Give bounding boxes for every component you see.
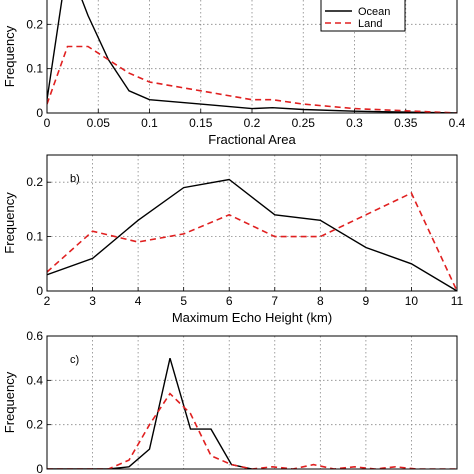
y-tick-label: 0 [36,106,43,120]
y-tick-label: 0.4 [26,373,43,387]
x-tick-label: 9 [363,294,370,308]
x-tick-label: 11 [451,294,464,308]
axes-frame [46,335,458,470]
x-tick-label: 4 [135,294,142,308]
y-tick-label: 0.6 [26,329,43,343]
x-tick-label: 0.2 [244,116,261,130]
x-tick-label: 3 [89,294,96,308]
panel-a-fractional-area: 0 0.05 0.1 0.15 0.2 0.25 0.3 0.35 0.4 0 0.1 0.2 Freq… [2,0,466,147]
x-tick-label: 2 [44,294,51,308]
y-tick-label: 0 [36,284,43,298]
x-axis-label: Maximum Echo Height (km) [172,310,332,325]
x-tick-label: 0.1 [141,116,158,130]
x-tick-label: 0.35 [394,116,418,130]
x-tick-label: 5 [180,294,187,308]
x-tick-label: 0.25 [292,116,316,130]
panel-c: 0 0.2 0.4 0.6 Frequency c) [2,329,458,474]
y-tick-label: 0.1 [26,230,43,244]
y-axis-label: Frequency [2,192,17,254]
x-tick-label: 0.05 [87,116,111,130]
y-axis-label: Frequency [2,371,17,433]
plot-area [47,336,457,469]
x-tick-label: 0.3 [346,116,363,130]
series-line-ocean [47,178,457,291]
plot-area [47,155,457,291]
y-tick-label: 0.2 [26,418,43,432]
series-line-land [47,192,457,291]
legend-box [320,0,406,32]
series-line-land [47,45,457,113]
legend-label-ocean: Ocean [358,6,390,18]
legend-label-land: Land [358,18,382,30]
x-tick-label: 6 [226,294,233,308]
axes-frame [46,154,458,292]
axes-frame [46,0,458,114]
y-tick-label: 0.1 [26,62,43,76]
y-axis-label: Frequency [2,25,17,87]
series-line-ocean [47,0,457,113]
panel-label: c) [70,354,79,366]
series-line-ocean [47,358,253,469]
x-tick-label: 10 [405,294,419,308]
x-tick-label: 0 [44,116,51,130]
panel-label: b) [70,173,80,185]
y-tick-label: 0.2 [26,175,43,189]
y-tick-label: 0.2 [26,17,43,31]
x-axis-label: Fractional Area [208,132,296,147]
panel-b-echo-height: 2 3 4 5 6 7 8 9 10 11 0 0.1 0.2 Frequency Maximum Echo… [2,154,464,325]
x-tick-label: 0.4 [449,116,466,130]
x-tick-label: 0.15 [189,116,213,130]
x-tick-label: 7 [271,294,278,308]
y-tick-label: 0 [36,462,43,474]
x-tick-label: 8 [317,294,324,308]
